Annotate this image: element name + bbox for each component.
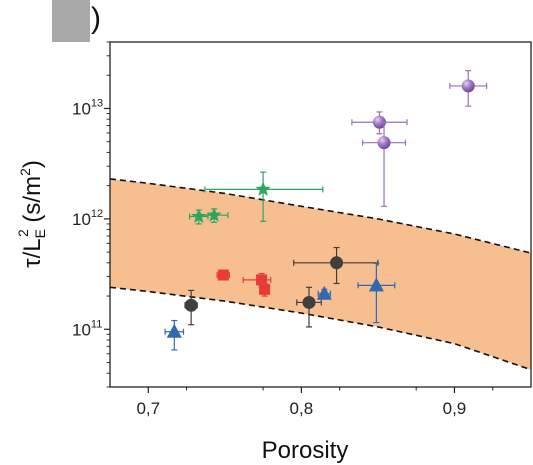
data-point-circle (293, 246, 379, 285)
confidence-band (110, 178, 531, 371)
square-marker (259, 283, 271, 295)
data-point-sphere (351, 111, 408, 135)
x-axis-label: Porosity (262, 437, 349, 464)
star-marker (255, 181, 271, 196)
band-fill (110, 178, 531, 370)
star-marker (206, 207, 222, 222)
circle-marker (330, 256, 344, 270)
y-axis-label-unit: (s/m (19, 176, 46, 229)
y-tick-label: 1011 (72, 318, 102, 339)
data-point-circle (184, 289, 198, 326)
y-tick-exponent: 11 (91, 318, 102, 330)
data-point-triangle (357, 262, 396, 324)
data-point-star (189, 208, 209, 225)
band-upper-bound (110, 178, 531, 254)
data-point-star (199, 207, 229, 223)
band-lower-bound (110, 286, 531, 371)
triangle-marker (166, 323, 182, 338)
data-point-square (216, 269, 231, 281)
data-point-circle (296, 286, 322, 328)
data-point-square (259, 282, 271, 297)
x-tick-label: 0,9 (443, 399, 467, 418)
y-axis-label-main: τ/L (19, 238, 46, 268)
y-axis-label-subscript: E (32, 229, 48, 238)
y-tick-label: 1013 (72, 97, 103, 118)
data-markers (164, 70, 488, 351)
y-axis-label-superscript: 2 (15, 229, 31, 237)
panel-tab (52, 0, 90, 42)
circle-marker (184, 298, 198, 312)
sphere-marker (372, 115, 386, 129)
y-tick-exponent: 13 (91, 97, 103, 109)
panel-label: ) (91, 2, 101, 35)
star-marker (191, 208, 207, 223)
data-point-sphere (362, 121, 407, 207)
sphere-marker (461, 79, 475, 93)
data-point-triangle (164, 319, 185, 351)
data-point-star (204, 171, 324, 222)
x-tick-label: 0,7 (136, 399, 160, 418)
square-marker (256, 274, 268, 286)
x-tick-label: 0,8 (290, 399, 314, 418)
sphere-marker (377, 136, 391, 150)
axis-ticks: 0,7 0,8 0,9 1011 1012 1013 (72, 41, 494, 418)
y-tick-label: 1012 (72, 208, 103, 229)
data-point-triangle (316, 285, 332, 300)
circle-marker (302, 295, 316, 309)
y-axis-label-unit-superscript: 2 (17, 168, 33, 176)
data-point-sphere (449, 70, 488, 107)
plot-frame (109, 41, 532, 388)
y-tick-exponent: 12 (91, 208, 103, 220)
square-marker (217, 269, 229, 281)
triangle-marker (368, 277, 384, 292)
y-axis-label: τ/LE2 (s/m2) (15, 160, 48, 268)
triangle-marker (316, 285, 332, 300)
y-axis-label-unit-close: ) (19, 160, 46, 168)
